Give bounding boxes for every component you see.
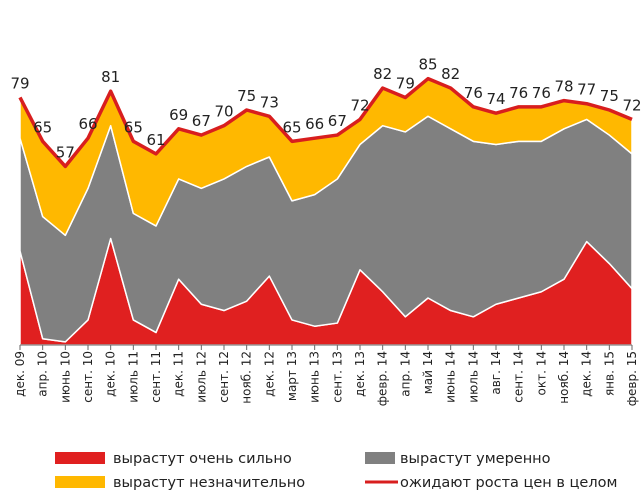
- x-tick-label: июнь 10: [58, 351, 72, 403]
- x-tick-label: янв. 15: [602, 351, 616, 396]
- x-tick-label: апр. 14: [398, 351, 412, 397]
- value-label: 77: [577, 81, 596, 99]
- value-label: 85: [418, 56, 437, 74]
- value-label: 70: [214, 103, 233, 121]
- value-label: 65: [33, 118, 52, 136]
- legend-swatch: [55, 452, 105, 464]
- value-label: 69: [169, 106, 188, 124]
- x-tick-label: март 13: [285, 351, 299, 401]
- value-label: 65: [282, 118, 301, 136]
- value-label: 76: [509, 84, 528, 102]
- total-line: [18, 76, 633, 169]
- x-tick-label: сент. 13: [330, 351, 344, 403]
- value-label: 73: [260, 93, 279, 111]
- legend-label: ожидают роста цен в целом: [400, 475, 617, 491]
- value-label: 75: [600, 87, 619, 105]
- value-label: 65: [124, 118, 143, 136]
- value-label: 79: [396, 74, 415, 92]
- value-label: 74: [486, 90, 505, 108]
- legend-label: вырастут умеренно: [400, 451, 551, 467]
- x-tick-label: февр. 14: [376, 351, 390, 406]
- x-tick-label: сент. 11: [149, 351, 163, 403]
- x-tick-label: февр. 15: [625, 351, 639, 406]
- value-label: 66: [78, 115, 97, 133]
- legend-swatch: [365, 452, 395, 464]
- legend-label: вырастут очень сильно: [113, 451, 292, 467]
- x-tick-label: дек. 12: [262, 351, 276, 397]
- x-tick-label: дек. 11: [172, 351, 186, 397]
- x-tick-label: авг. 14: [489, 351, 503, 395]
- value-label: 79: [10, 74, 29, 92]
- value-label: 78: [554, 78, 573, 96]
- legend-label: вырастут незначительно: [113, 475, 305, 491]
- value-label: 82: [441, 65, 460, 83]
- x-tick-label: июль 14: [466, 351, 480, 403]
- value-label: 76: [464, 84, 483, 102]
- x-tick-label: сент. 10: [81, 351, 95, 403]
- value-label: 66: [305, 115, 324, 133]
- value-label: 67: [328, 112, 347, 130]
- value-label: 72: [622, 96, 641, 114]
- x-tick-label: дек. 13: [353, 351, 367, 397]
- value-label: 82: [373, 65, 392, 83]
- value-label: 72: [350, 96, 369, 114]
- x-tick-label: сент. 12: [217, 351, 231, 403]
- value-label: 67: [192, 112, 211, 130]
- value-label: 76: [532, 84, 551, 102]
- x-tick-label: апр. 10: [36, 351, 50, 397]
- x-tick-label: июль 11: [126, 351, 140, 403]
- value-label: 75: [237, 87, 256, 105]
- x-tick-label: нояб. 14: [557, 351, 571, 404]
- x-tick-label: июнь 13: [308, 351, 322, 403]
- x-tick-label: май 14: [421, 351, 435, 394]
- x-tick-label: дек. 14: [580, 351, 594, 397]
- legend-swatch: [55, 476, 105, 488]
- x-tick-label: нояб. 12: [240, 351, 254, 404]
- x-tick-label: дек. 10: [104, 351, 118, 397]
- value-label: 61: [146, 131, 165, 149]
- value-label: 57: [56, 143, 75, 161]
- x-tick-label: июль 12: [194, 351, 208, 403]
- value-label: 81: [101, 68, 120, 86]
- x-tick-label: июнь 14: [444, 351, 458, 403]
- x-tick-label: дек. 09: [13, 351, 27, 397]
- x-tick-label: сент. 14: [512, 351, 526, 403]
- x-tick-label: окт. 14: [534, 351, 548, 395]
